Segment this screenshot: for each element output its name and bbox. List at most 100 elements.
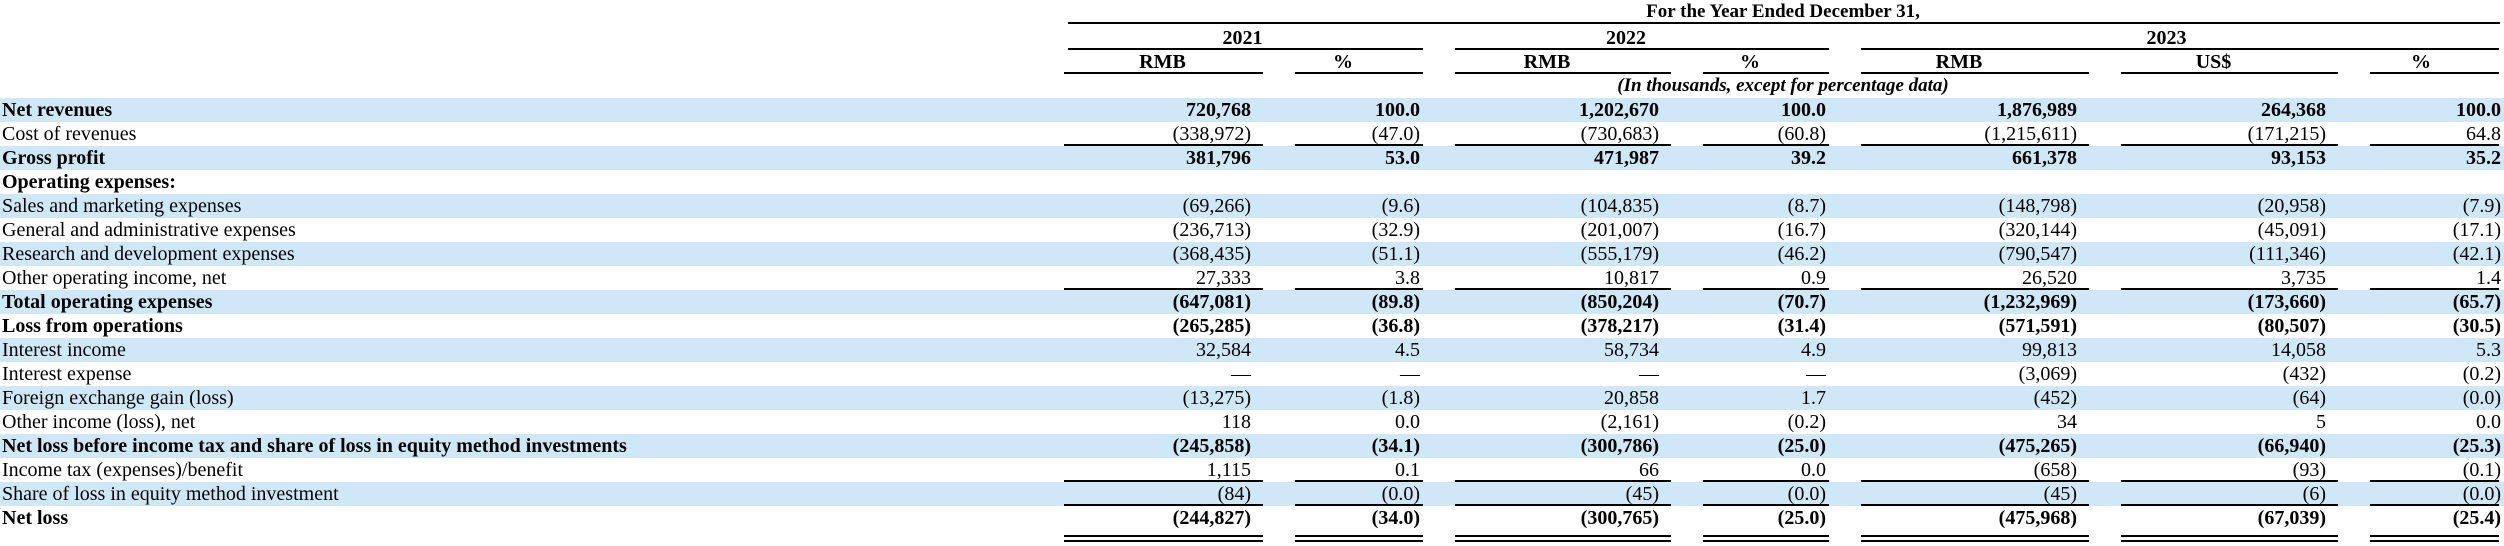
value-cell: 32,584 — [1196, 339, 1251, 361]
value-cell: (8.7) — [1787, 195, 1826, 217]
value-cell: 53.0 — [1385, 147, 1420, 169]
value-cell: (173,660) — [2247, 291, 2326, 313]
value-cell: (45) — [1423, 482, 1671, 506]
value-cell: (0.1) — [2338, 458, 2504, 482]
table-row: Net loss (244,827) (34.0) (300,765) (25.0) (4… — [0, 506, 2504, 546]
value-cell — [2089, 170, 2338, 194]
value-cell: 64.8 — [2338, 122, 2504, 146]
table-row: Interest expense — — — — (3,069) (432) (0.2) — [0, 362, 2504, 386]
value-cell: 100.0 — [2456, 99, 2502, 121]
value-cell: (0.0) — [1263, 482, 1423, 506]
value-cell: 99,813 — [2022, 339, 2077, 361]
value-cell: (13,275) — [1182, 387, 1251, 409]
row-label: Net revenues — [2, 99, 113, 121]
table-row: Total operating expenses (647,081) (89.8) (… — [0, 290, 2504, 314]
table-row: Income tax (expenses)/benefit 1,115 0.1 66 0… — [0, 458, 2504, 482]
row-label: Share of loss in equity method investmen… — [2, 483, 339, 505]
value-cell: (9.6) — [1381, 195, 1420, 217]
value-cell: (475,968) — [1829, 506, 2089, 546]
value-cell: 58,734 — [1604, 339, 1659, 361]
value-cell: (452) — [2033, 387, 2077, 409]
table-body: Net revenues 720,768 100.0 1,202,670 100.0 1,… — [0, 98, 2504, 546]
value-cell — [1423, 170, 1671, 194]
header-spacer — [0, 24, 1062, 50]
col-header-2023-pct: % — [2338, 50, 2504, 74]
value-cell: 471,987 — [1594, 147, 1659, 169]
value-cell: 34 — [2057, 411, 2077, 433]
value-cell: — — [1806, 363, 1826, 385]
value-cell: (320,144) — [1998, 219, 2077, 241]
units-note: (In thousands, except for percentage dat… — [1617, 75, 1949, 96]
row-label: Net loss — [2, 507, 69, 529]
col-header-2021-pct: % — [1263, 50, 1423, 74]
value-cell — [1062, 170, 1263, 194]
value-cell: (171,215) — [2089, 122, 2338, 146]
value-cell: (45) — [1829, 482, 2089, 506]
value-cell: (45,091) — [2257, 219, 2326, 241]
value-cell: 39.2 — [1791, 147, 1826, 169]
value-cell: (148,798) — [1998, 195, 2077, 217]
table-row: Research and development expenses (368,43… — [0, 242, 2504, 266]
table-row: Foreign exchange gain (loss) (13,275) (1.8… — [0, 386, 2504, 410]
value-cell: — — [1400, 363, 1420, 385]
value-cell: 100.0 — [1375, 99, 1420, 121]
value-cell: (0.2) — [2462, 363, 2502, 385]
value-cell: (790,547) — [1998, 243, 2077, 265]
value-cell: (730,683) — [1423, 122, 1671, 146]
header-spacer — [0, 50, 1062, 74]
value-cell: (0.0) — [2338, 482, 2504, 506]
value-cell: (7.9) — [2462, 195, 2502, 217]
value-cell — [2338, 170, 2504, 194]
value-cell: (432) — [2282, 363, 2326, 385]
value-cell: 0.0 — [1671, 458, 1829, 482]
value-cell: 26,520 — [1829, 266, 2089, 290]
header-spacer — [0, 0, 1062, 24]
value-cell: (25.0) — [1671, 506, 1829, 546]
row-label: Net loss before income tax and share of … — [2, 435, 627, 457]
value-cell: (25.4) — [2338, 506, 2504, 546]
value-cell: (245,858) — [1172, 435, 1251, 457]
value-cell: (265,285) — [1172, 315, 1251, 337]
value-cell: (46.2) — [1777, 243, 1826, 265]
value-cell: 14,058 — [2271, 339, 2326, 361]
value-cell: 66 — [1423, 458, 1671, 482]
row-label: Cost of revenues — [2, 123, 137, 145]
value-cell — [1671, 170, 1829, 194]
value-cell: (658) — [1829, 458, 2089, 482]
row-label: Operating expenses: — [2, 171, 176, 193]
row-label: Foreign exchange gain (loss) — [2, 387, 234, 409]
table-row: Net loss before income tax and share of … — [0, 434, 2504, 458]
value-cell: — — [1231, 363, 1251, 385]
value-cell: (300,786) — [1580, 435, 1659, 457]
value-cell: 3,735 — [2089, 266, 2338, 290]
row-label: General and administrative expenses — [2, 219, 296, 241]
table-row: General and administrative expenses (236,… — [0, 218, 2504, 242]
header-spacer — [0, 74, 1062, 98]
row-label: Gross profit — [2, 147, 106, 169]
row-label: Other income (loss), net — [2, 411, 196, 433]
row-label: Loss from operations — [2, 315, 183, 337]
value-cell: (571,591) — [1998, 315, 2077, 337]
value-cell: 381,796 — [1186, 147, 1251, 169]
table-row: Loss from operations (265,285) (36.8) (378,… — [0, 314, 2504, 338]
value-cell: (60.8) — [1671, 122, 1829, 146]
col-header-2022-rmb: RMB — [1423, 50, 1671, 74]
value-cell: 10,817 — [1423, 266, 1671, 290]
value-cell: (2,161) — [1600, 411, 1659, 433]
header-period-row: For the Year Ended December 31, — [0, 0, 2504, 24]
col-header-2023: 2023 — [1829, 24, 2504, 50]
value-cell: 27,333 — [1062, 266, 1263, 290]
header-year-row: 2021 2022 2023 — [0, 24, 2504, 50]
value-cell: 1.7 — [1801, 387, 1826, 409]
col-header-2023-usd: US$ — [2089, 50, 2338, 74]
value-cell: (0.0) — [2462, 387, 2502, 409]
table-row: Interest income 32,584 4.5 58,734 4.9 99,813 1… — [0, 338, 2504, 362]
value-cell: (555,179) — [1580, 243, 1659, 265]
col-header-2022-pct: % — [1671, 50, 1829, 74]
value-cell: (1,215,611) — [1829, 122, 2089, 146]
value-cell: 0.1 — [1263, 458, 1423, 482]
value-cell: (66,940) — [2257, 435, 2326, 457]
value-cell: 264,368 — [2261, 99, 2326, 121]
value-cell: (3,069) — [2018, 363, 2077, 385]
value-cell: (34.1) — [1371, 435, 1420, 457]
